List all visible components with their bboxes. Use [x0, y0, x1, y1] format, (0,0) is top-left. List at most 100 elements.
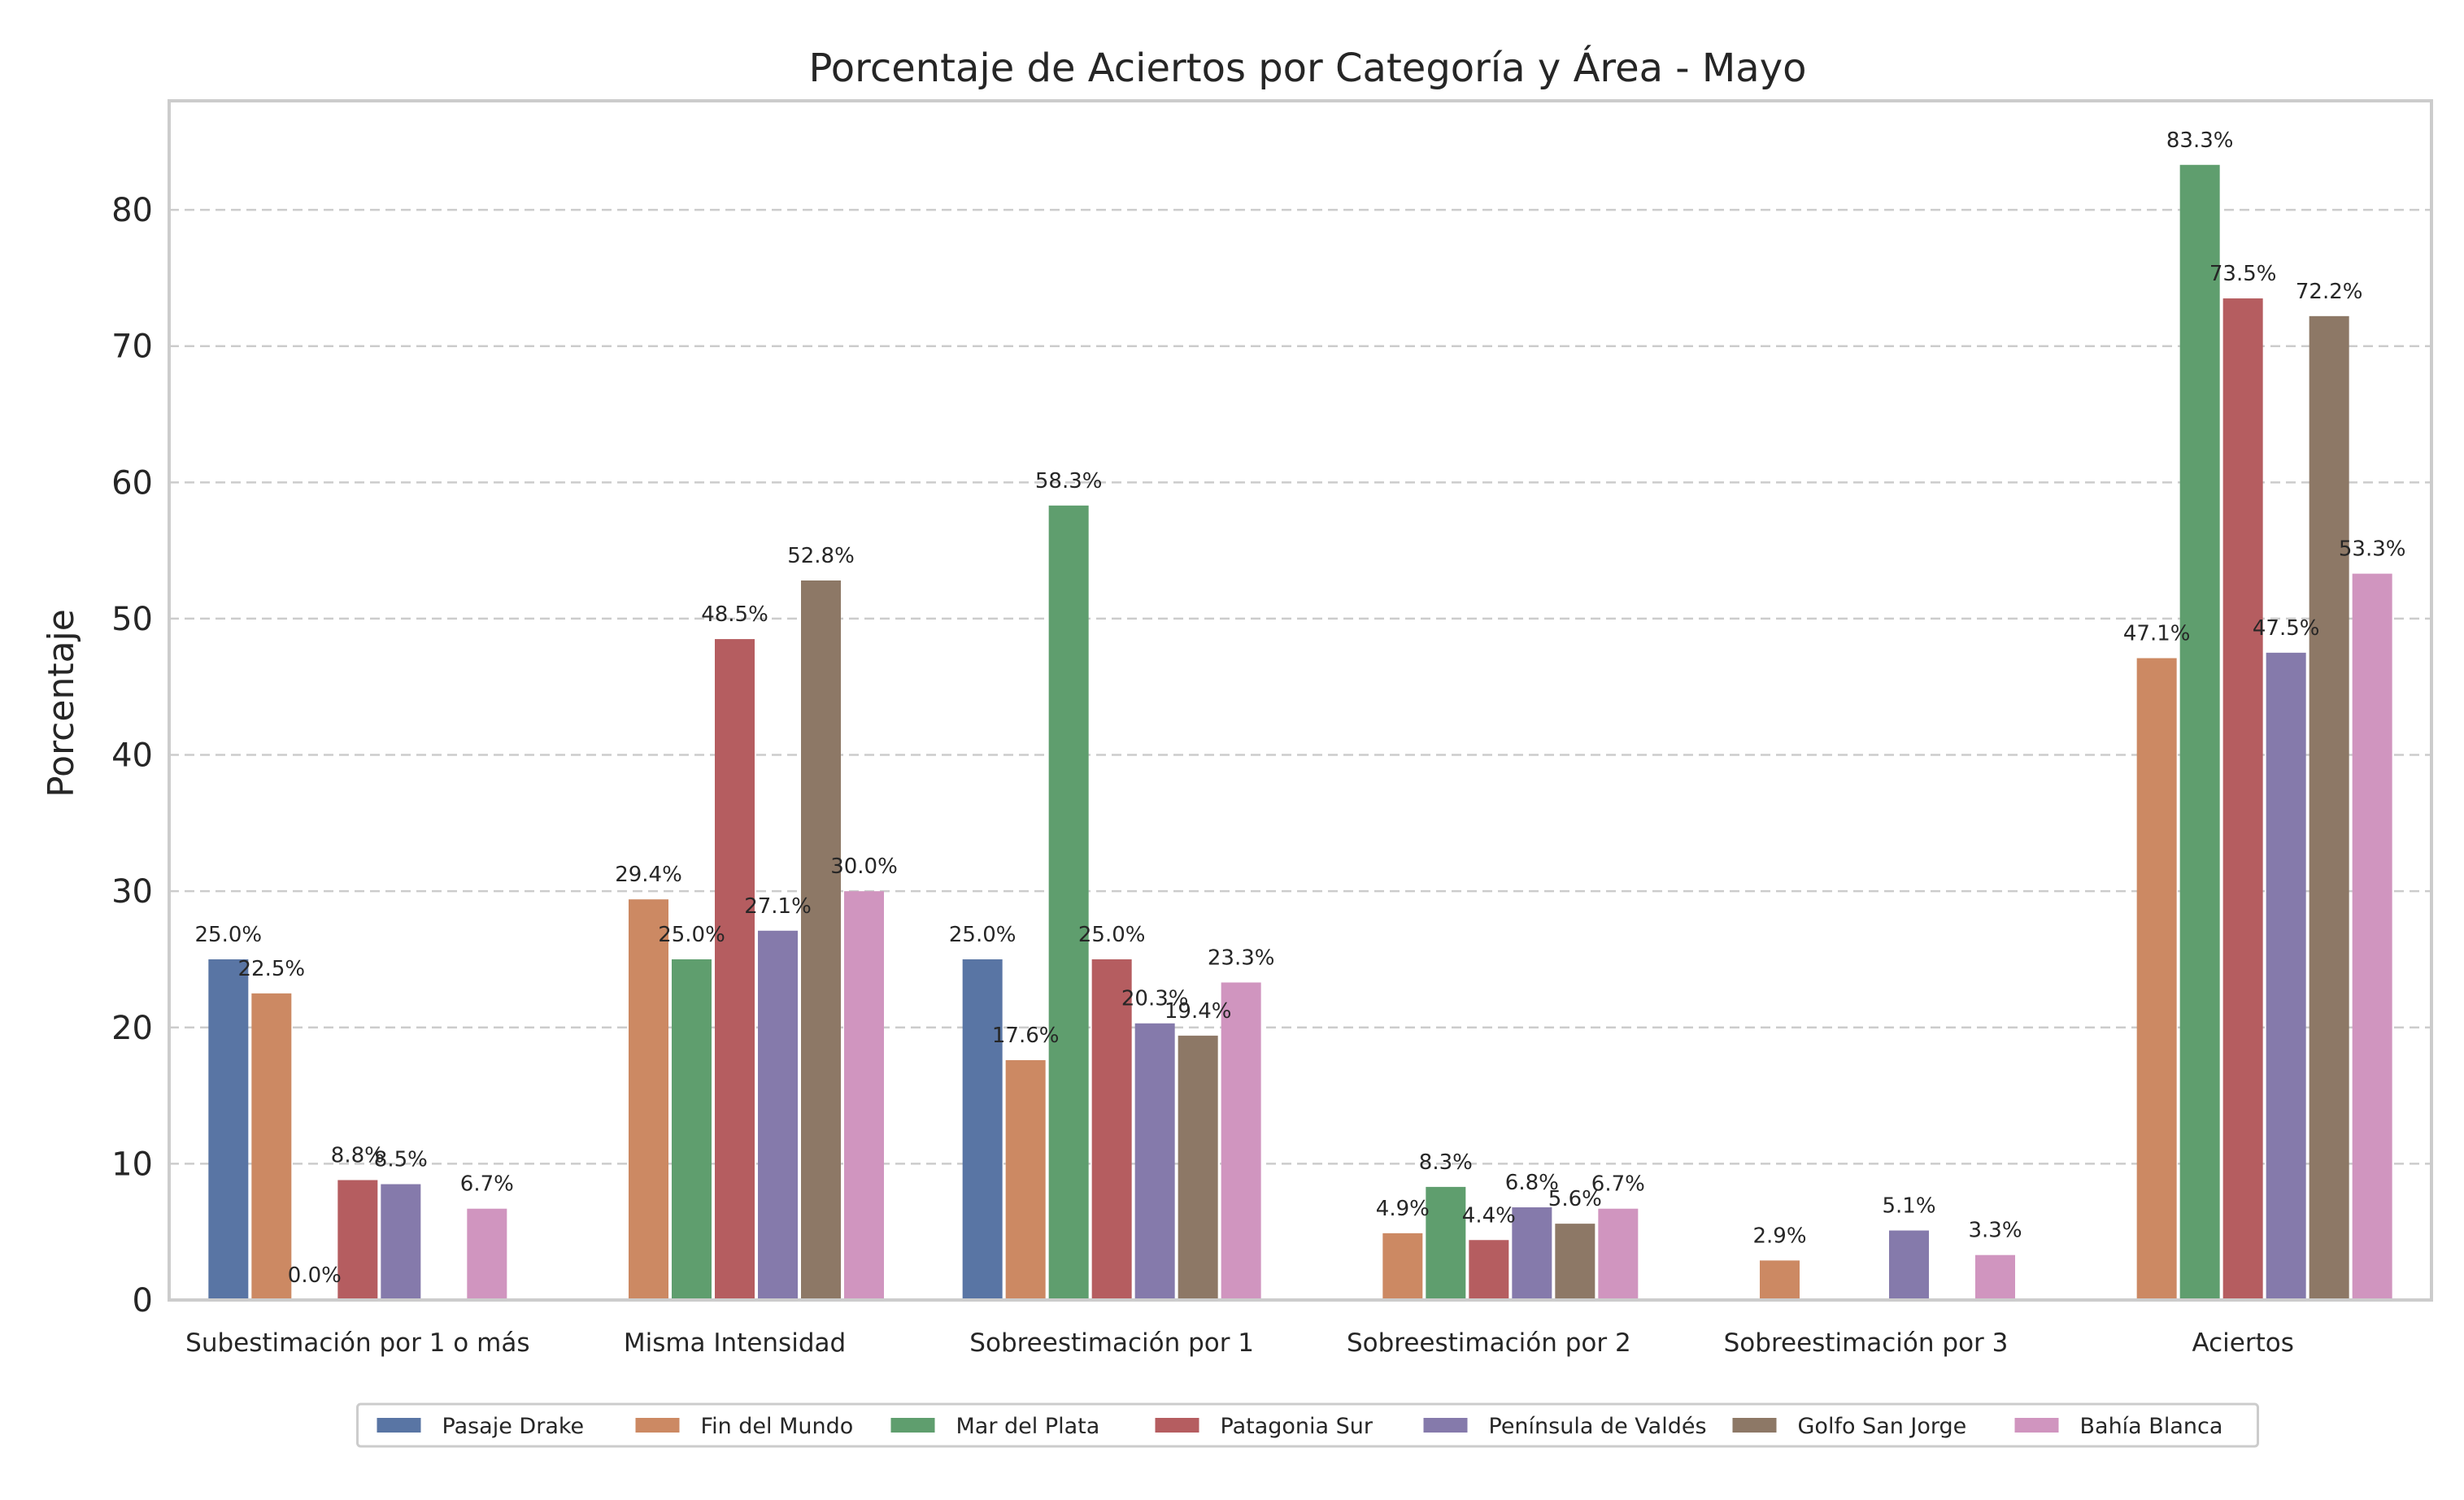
bar: [1382, 1233, 1423, 1300]
data-labels: 25.0% 22.5% 0.0% 8.8%8.5% 6.7% 29.4% 25.0% 48.5…: [195, 128, 2406, 1288]
data-label: 22.5%: [238, 957, 306, 981]
bar: [1469, 1240, 1509, 1300]
data-label: 30.0%: [830, 854, 898, 879]
y-tick-label: 70: [111, 328, 153, 366]
legend-item: Fin del Mundo: [635, 1414, 854, 1439]
y-tick-label: 10: [111, 1146, 153, 1183]
data-label: 23.3%: [1208, 946, 1275, 970]
bar: [2222, 298, 2263, 1300]
data-label: 25.0%: [1078, 923, 1146, 947]
chart-title: Porcentaje de Aciertos por Categoría y Á…: [809, 45, 1807, 91]
x-tick-labels: Subestimación por 1 o más Misma Intensida…: [185, 1328, 2294, 1358]
bar: [467, 1208, 507, 1300]
bar: [1134, 1023, 1175, 1300]
legend: Pasaje Drake Fin del Mundo Mar del Plata Pa…: [356, 1402, 2259, 1448]
data-label: 19.4%: [1165, 999, 1232, 1024]
bar: [672, 959, 712, 1300]
legend-label: Fin del Mundo: [701, 1414, 854, 1439]
bars: [208, 164, 2392, 1300]
bar: [1091, 959, 1132, 1300]
data-label: 8.5%: [374, 1148, 428, 1172]
bar: [2309, 315, 2349, 1300]
bar: [1221, 982, 1261, 1300]
data-label: 6.7%: [1591, 1172, 1645, 1197]
legend-label: Bahía Blanca: [2080, 1414, 2223, 1439]
bar: [844, 891, 884, 1300]
data-label: 6.7%: [460, 1172, 514, 1197]
legend-swatch: [377, 1418, 421, 1433]
data-label: 25.0%: [195, 923, 263, 947]
legend-label: Península de Valdés: [1489, 1414, 1707, 1439]
x-tick-label: Sobreestimación por 1: [969, 1328, 1254, 1358]
legend-swatch: [2014, 1418, 2059, 1433]
data-label: 73.5%: [2209, 262, 2277, 286]
legend-swatch: [1732, 1418, 1777, 1433]
x-tick-label: Sobreestimación por 2: [1347, 1328, 1631, 1358]
data-label: 3.3%: [1968, 1219, 2022, 1243]
data-label: 20.3%: [1121, 987, 1189, 1011]
data-label: 47.1%: [2123, 622, 2191, 646]
bar: [337, 1180, 378, 1300]
data-label: 4.4%: [1462, 1203, 1516, 1228]
data-label: 5.1%: [1882, 1194, 1935, 1219]
data-label: 8.8%: [331, 1144, 385, 1168]
data-label: 29.4%: [615, 863, 682, 887]
bar: [1005, 1060, 1046, 1300]
bar: [251, 993, 292, 1300]
legend-label: Mar del Plata: [956, 1414, 1100, 1439]
data-label: 6.8%: [1505, 1171, 1559, 1195]
data-label: 83.3%: [2166, 128, 2234, 153]
bar: [1048, 505, 1089, 1300]
y-tick-label: 20: [111, 1010, 153, 1047]
x-tick-label: Aciertos: [2192, 1328, 2293, 1358]
data-label: 2.9%: [1752, 1224, 1806, 1248]
y-tick-label: 80: [111, 192, 153, 229]
data-label: 53.3%: [2339, 537, 2406, 562]
bar: [1512, 1207, 1552, 1300]
bar: [208, 959, 249, 1300]
legend-swatch: [635, 1418, 680, 1433]
bar: [962, 959, 1003, 1300]
bar: [758, 930, 798, 1300]
bar: [1426, 1186, 1466, 1300]
data-label: 4.9%: [1376, 1197, 1430, 1221]
data-label: 17.6%: [992, 1024, 1060, 1048]
x-tick-label: Subestimación por 1 o más: [185, 1328, 529, 1358]
bar: [1598, 1208, 1639, 1300]
data-label: 5.6%: [1548, 1187, 1602, 1211]
data-label: 58.3%: [1035, 469, 1103, 493]
bar: [381, 1184, 421, 1300]
y-tick-label: 40: [111, 737, 153, 775]
data-label: 8.3%: [1419, 1150, 1473, 1175]
bar: [1555, 1224, 1596, 1300]
bar: [1178, 1035, 1218, 1300]
bar: [801, 580, 841, 1300]
legend-item: Golfo San Jorge: [1732, 1414, 1967, 1439]
legend-frame: [356, 1402, 2259, 1448]
data-label: 47.5%: [2253, 616, 2320, 641]
data-label: 25.0%: [658, 923, 725, 947]
y-tick-label: 30: [111, 873, 153, 911]
legend-swatch: [890, 1418, 935, 1433]
x-tick-label: Misma Intensidad: [624, 1328, 846, 1358]
legend-item: Mar del Plata: [890, 1414, 1100, 1439]
bar: [715, 639, 755, 1300]
y-tick-labels: 0 10 20 30 40 50 60 70 80: [111, 192, 153, 1320]
bar: [1975, 1254, 2015, 1300]
data-label: 0.0%: [288, 1263, 342, 1288]
legend-item: Patagonia Sur: [1155, 1414, 1373, 1439]
plot-frame: [168, 99, 2433, 1302]
data-label: 72.2%: [2296, 280, 2363, 304]
legend-label: Golfo San Jorge: [1798, 1414, 1967, 1439]
y-tick-label: 0: [133, 1282, 153, 1320]
data-label: 48.5%: [701, 602, 768, 627]
x-tick-label: Sobreestimación por 3: [1724, 1328, 2009, 1358]
legend-item: Pasaje Drake: [377, 1414, 584, 1439]
data-label: 52.8%: [787, 544, 855, 568]
bar: [2136, 658, 2177, 1300]
data-label: 25.0%: [949, 923, 1017, 947]
bar: [1760, 1260, 1800, 1300]
y-axis-label: Porcentaje: [41, 609, 82, 798]
bar: [629, 899, 668, 1300]
data-label: 27.1%: [744, 894, 812, 919]
